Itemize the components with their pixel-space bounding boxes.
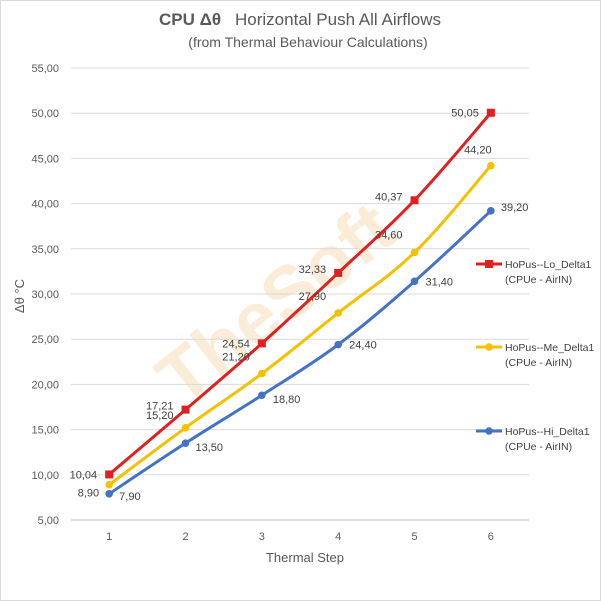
- y-tick-label: 15,00: [31, 425, 59, 437]
- y-tick-label: 40,00: [31, 199, 59, 211]
- data-label: 13,50: [196, 442, 224, 454]
- x-tick-label: 2: [182, 531, 188, 543]
- y-tick-label: 25,00: [31, 334, 59, 346]
- data-label: 44,20: [464, 145, 492, 157]
- data-label: 34,60: [375, 229, 403, 241]
- data-point: [334, 268, 343, 277]
- data-label: 10,04: [70, 469, 98, 481]
- data-point: [258, 369, 266, 378]
- x-axis-ticks: 1 2 3 4 5 6: [106, 531, 494, 543]
- chart-subtitle: (from Thermal Behaviour Calculations): [188, 34, 427, 50]
- data-label: 39,20: [501, 202, 529, 214]
- data-label: 24,54: [222, 338, 250, 350]
- legend: HoPus--Lo_Delta1 (CPUe - AirIN) HoPus--Me_…: [476, 259, 594, 453]
- data-label: 18,80: [273, 394, 301, 406]
- chart-title: CPU Δθ Horizontal Push All Airflows: [159, 10, 441, 29]
- legend-label-sub: (CPUe - AirIN): [505, 274, 572, 286]
- y-tick-label: 55,00: [31, 63, 59, 75]
- y-tick-label: 10,00: [31, 470, 59, 482]
- data-label: 27,90: [299, 291, 327, 303]
- legend-label: HoPus--Hi_Delta1: [505, 426, 590, 438]
- x-tick-label: 4: [335, 531, 341, 543]
- y-tick-label: 35,00: [31, 244, 59, 256]
- y-axis-title: Δθ °C: [12, 279, 27, 313]
- data-point: [486, 108, 495, 117]
- x-tick-label: 6: [488, 531, 494, 543]
- series-line: [108, 209, 492, 496]
- data-point: [105, 480, 113, 489]
- data-label: 8,90: [78, 488, 99, 500]
- data-point: [181, 405, 190, 414]
- x-tick-label: 1: [106, 531, 112, 543]
- y-tick-label: 50,00: [31, 108, 59, 120]
- series-lines: [105, 108, 495, 498]
- legend-label-sub: (CPUe - AirIN): [505, 441, 572, 453]
- y-axis-ticks: 5,00 10,00 15,00 20,00 25,00 30,00 35,00 40,00 4…: [31, 63, 59, 527]
- chart-title-rest: Horizontal Push All Airflows: [235, 10, 441, 29]
- legend-marker: [485, 343, 493, 351]
- y-tick-label: 20,00: [31, 379, 59, 391]
- data-point: [181, 423, 190, 432]
- data-point: [105, 470, 114, 479]
- legend-label: HoPus--Lo_Delta1: [505, 259, 592, 271]
- data-point: [257, 339, 266, 348]
- data-point: [181, 439, 190, 447]
- data-point: [334, 340, 342, 349]
- data-point: [410, 248, 419, 257]
- data-point: [487, 207, 495, 215]
- data-point: [105, 489, 113, 498]
- x-tick-label: 3: [259, 531, 265, 543]
- chart-title-bold: CPU Δθ: [159, 10, 221, 29]
- data-label: 21,20: [222, 352, 250, 364]
- y-tick-label: 30,00: [31, 289, 59, 301]
- y-tick-label: 45,00: [31, 153, 59, 165]
- x-tick-label: 5: [411, 531, 417, 543]
- gridlines: [71, 67, 529, 521]
- data-label: 17,21: [146, 401, 174, 413]
- data-point: [258, 391, 266, 400]
- data-label: 7,90: [119, 491, 140, 503]
- data-label: 50,05: [451, 108, 479, 120]
- legend-marker: [485, 260, 493, 268]
- data-label: 15,20: [146, 410, 174, 422]
- legend-marker: [485, 427, 493, 435]
- series-line: [108, 111, 492, 476]
- legend-label: HoPus--Me_Delta1: [505, 342, 594, 354]
- legend-label-sub: (CPUe - AirIN): [505, 357, 572, 369]
- data-point: [410, 277, 419, 286]
- data-point: [487, 161, 495, 170]
- y-tick-label: 5,00: [38, 515, 59, 527]
- data-labels: 10,04 17,21 24,54 32,33 40,37 50,05 8,90 15,20 2…: [70, 108, 529, 503]
- data-label: 40,37: [375, 191, 403, 203]
- series-line: [108, 164, 492, 486]
- data-label: 32,33: [299, 264, 327, 276]
- x-axis-title: Thermal Step: [266, 550, 344, 565]
- data-label: 24,40: [349, 340, 377, 352]
- data-label: 31,40: [426, 276, 454, 288]
- data-point: [334, 309, 342, 317]
- data-point: [410, 196, 419, 205]
